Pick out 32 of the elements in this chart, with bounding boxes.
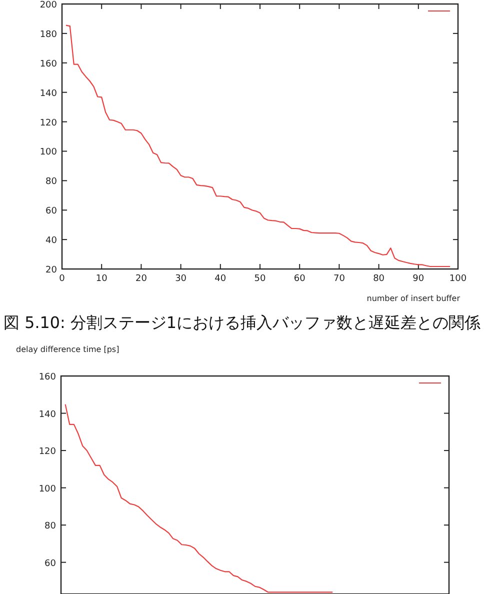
x-tick-label: 60 [294, 274, 306, 284]
x-tick-label: 50 [254, 274, 266, 284]
x-tick-label: 0 [59, 274, 66, 284]
line-series [64, 404, 334, 593]
y-tick-label: 80 [46, 177, 58, 188]
x-axis-title: number of insert buffer [366, 294, 461, 303]
y-tick-label: 160 [38, 372, 56, 382]
y-tick-label: 200 [40, 0, 58, 10]
line-series [65, 24, 451, 268]
y-tick-label: 60 [46, 206, 58, 217]
y-axis-title: delay difference time [ps] [16, 345, 120, 354]
x-tick-label: 10 [96, 274, 108, 284]
x-tick-label: 80 [373, 274, 385, 284]
y-tick-label: 100 [38, 484, 56, 494]
x-tick-label: 90 [412, 274, 424, 284]
x-tick-label: 100 [449, 274, 467, 284]
x-tick-label: 20 [135, 274, 148, 284]
x-tick-label: 70 [333, 274, 346, 284]
caption: 図 5.10: 分割ステージ1における挿入バッファ数と遅延差との関係 [4, 313, 480, 332]
y-tick-label: 40 [46, 236, 58, 246]
y-tick-label: 20 [46, 266, 58, 276]
y-tick-label: 140 [40, 88, 58, 99]
y-tick-label: 140 [38, 410, 56, 420]
y-tick-label: 120 [40, 118, 58, 128]
x-tick-label: 30 [175, 274, 187, 284]
y-tick-label: 80 [44, 522, 56, 532]
y-tick-label: 180 [40, 30, 58, 40]
x-tick-label: 40 [214, 274, 226, 284]
y-tick-label: 100 [40, 148, 58, 158]
y-tick-label: 120 [38, 447, 56, 458]
y-tick-label: 160 [40, 59, 58, 70]
y-tick-label: 60 [44, 558, 56, 569]
